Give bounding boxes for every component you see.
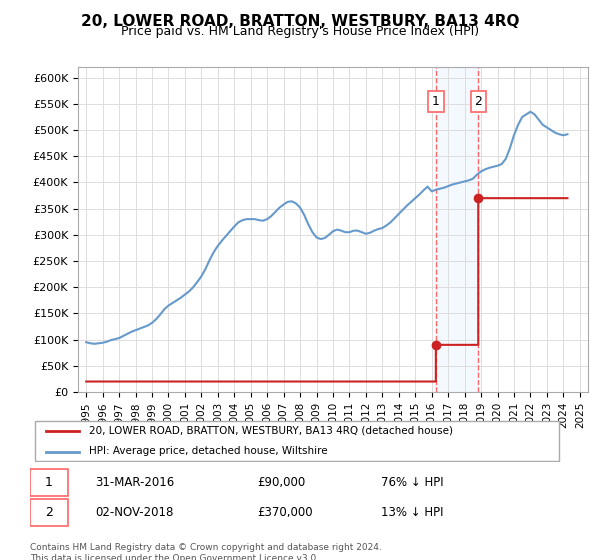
- Text: 13% ↓ HPI: 13% ↓ HPI: [381, 506, 443, 519]
- FancyBboxPatch shape: [35, 421, 559, 461]
- Text: 20, LOWER ROAD, BRATTON, WESTBURY, BA13 4RQ: 20, LOWER ROAD, BRATTON, WESTBURY, BA13 …: [81, 14, 519, 29]
- Text: 2: 2: [475, 95, 482, 108]
- Text: 20, LOWER ROAD, BRATTON, WESTBURY, BA13 4RQ (detached house): 20, LOWER ROAD, BRATTON, WESTBURY, BA13 …: [89, 426, 454, 436]
- FancyBboxPatch shape: [30, 469, 68, 496]
- Text: 2: 2: [45, 506, 53, 519]
- Text: Price paid vs. HM Land Registry's House Price Index (HPI): Price paid vs. HM Land Registry's House …: [121, 25, 479, 38]
- Bar: [436, 67, 478, 392]
- Text: 1: 1: [432, 95, 440, 108]
- FancyBboxPatch shape: [30, 499, 68, 526]
- Text: 76% ↓ HPI: 76% ↓ HPI: [381, 475, 443, 489]
- Text: £370,000: £370,000: [257, 506, 313, 519]
- Text: £90,000: £90,000: [257, 475, 305, 489]
- Text: Contains HM Land Registry data © Crown copyright and database right 2024.
This d: Contains HM Land Registry data © Crown c…: [30, 543, 382, 560]
- Text: HPI: Average price, detached house, Wiltshire: HPI: Average price, detached house, Wilt…: [89, 446, 328, 456]
- Text: 31-MAR-2016: 31-MAR-2016: [95, 475, 174, 489]
- Text: 02-NOV-2018: 02-NOV-2018: [95, 506, 173, 519]
- Text: 1: 1: [45, 475, 53, 489]
